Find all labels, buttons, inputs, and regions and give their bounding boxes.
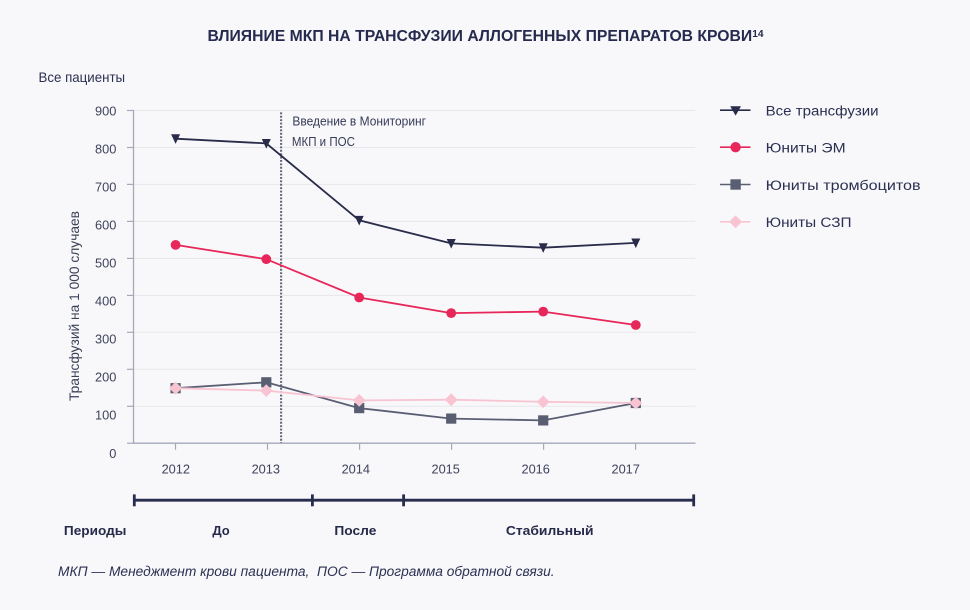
svg-text:2016: 2016 <box>521 462 549 477</box>
svg-text:600: 600 <box>95 217 116 232</box>
svg-text:700: 700 <box>95 179 116 194</box>
svg-text:300: 300 <box>95 332 116 347</box>
svg-text:МКП и ПОС: МКП и ПОС <box>292 134 355 149</box>
svg-text:Юниты тромбоцитов: Юниты тромбоцитов <box>766 178 921 193</box>
svg-text:400: 400 <box>95 294 116 309</box>
svg-text:После: После <box>334 523 376 538</box>
svg-text:2013: 2013 <box>252 462 280 477</box>
svg-text:2014: 2014 <box>342 462 370 477</box>
svg-text:200: 200 <box>95 370 116 385</box>
svg-text:2017: 2017 <box>611 462 639 477</box>
svg-text:Все пациенты: Все пациенты <box>39 70 126 85</box>
svg-text:Стабильный: Стабильный <box>506 523 594 538</box>
svg-text:МКП — Менеджмент крови пациент: МКП — Менеджмент крови пациента, ПОС — П… <box>58 564 555 579</box>
svg-text:Все трансфузии: Все трансфузии <box>766 104 879 119</box>
svg-text:ВЛИЯНИЕ МКП НА ТРАНСФУЗИИ АЛЛО: ВЛИЯНИЕ МКП НА ТРАНСФУЗИИ АЛЛОГЕННЫХ ПРЕ… <box>208 28 764 45</box>
svg-text:500: 500 <box>95 256 116 271</box>
svg-text:900: 900 <box>95 103 116 118</box>
svg-text:До: До <box>212 523 229 538</box>
svg-text:2015: 2015 <box>431 462 459 477</box>
svg-text:Юниты СЗП: Юниты СЗП <box>766 215 852 230</box>
svg-text:800: 800 <box>95 141 116 156</box>
svg-text:2012: 2012 <box>162 462 190 477</box>
svg-text:Юниты ЭМ: Юниты ЭМ <box>766 141 846 156</box>
svg-text:0: 0 <box>109 446 116 461</box>
svg-text:Периоды: Периоды <box>64 523 127 538</box>
svg-text:100: 100 <box>95 408 116 423</box>
svg-text:Трансфузий на 1 000 случаев: Трансфузий на 1 000 случаев <box>66 211 82 401</box>
svg-text:Введение в Мониторинг: Введение в Мониторинг <box>292 113 426 128</box>
